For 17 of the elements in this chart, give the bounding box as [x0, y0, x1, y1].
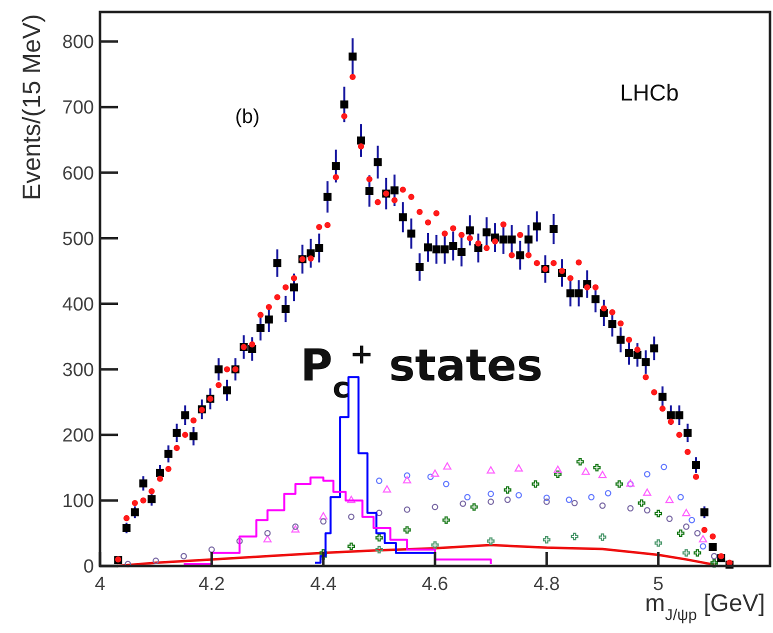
y-tick-label: 100 [62, 491, 94, 512]
y-tick-label: 500 [62, 228, 94, 250]
annotation: LHCb [620, 80, 679, 106]
x-tick-label: 4.8 [533, 574, 560, 595]
x-tick-label: 4.6 [422, 574, 448, 595]
annotation: (b) [235, 106, 260, 128]
x-tick-label: 4 [94, 574, 106, 595]
y-tick-label: 400 [62, 294, 94, 316]
y-tick-label: 700 [62, 98, 94, 119]
y-axis-title: Events/(15 MeV) [18, 14, 46, 200]
x-tick-label: 4.2 [198, 574, 225, 595]
y-tick-label: 800 [62, 32, 94, 54]
x-tick-label: 4.4 [310, 574, 337, 595]
y-tick-label: 0 [83, 556, 94, 578]
y-tick-label: 600 [62, 163, 94, 184]
y-tick-label: 300 [62, 360, 94, 381]
y-tick-label: 200 [62, 426, 94, 447]
